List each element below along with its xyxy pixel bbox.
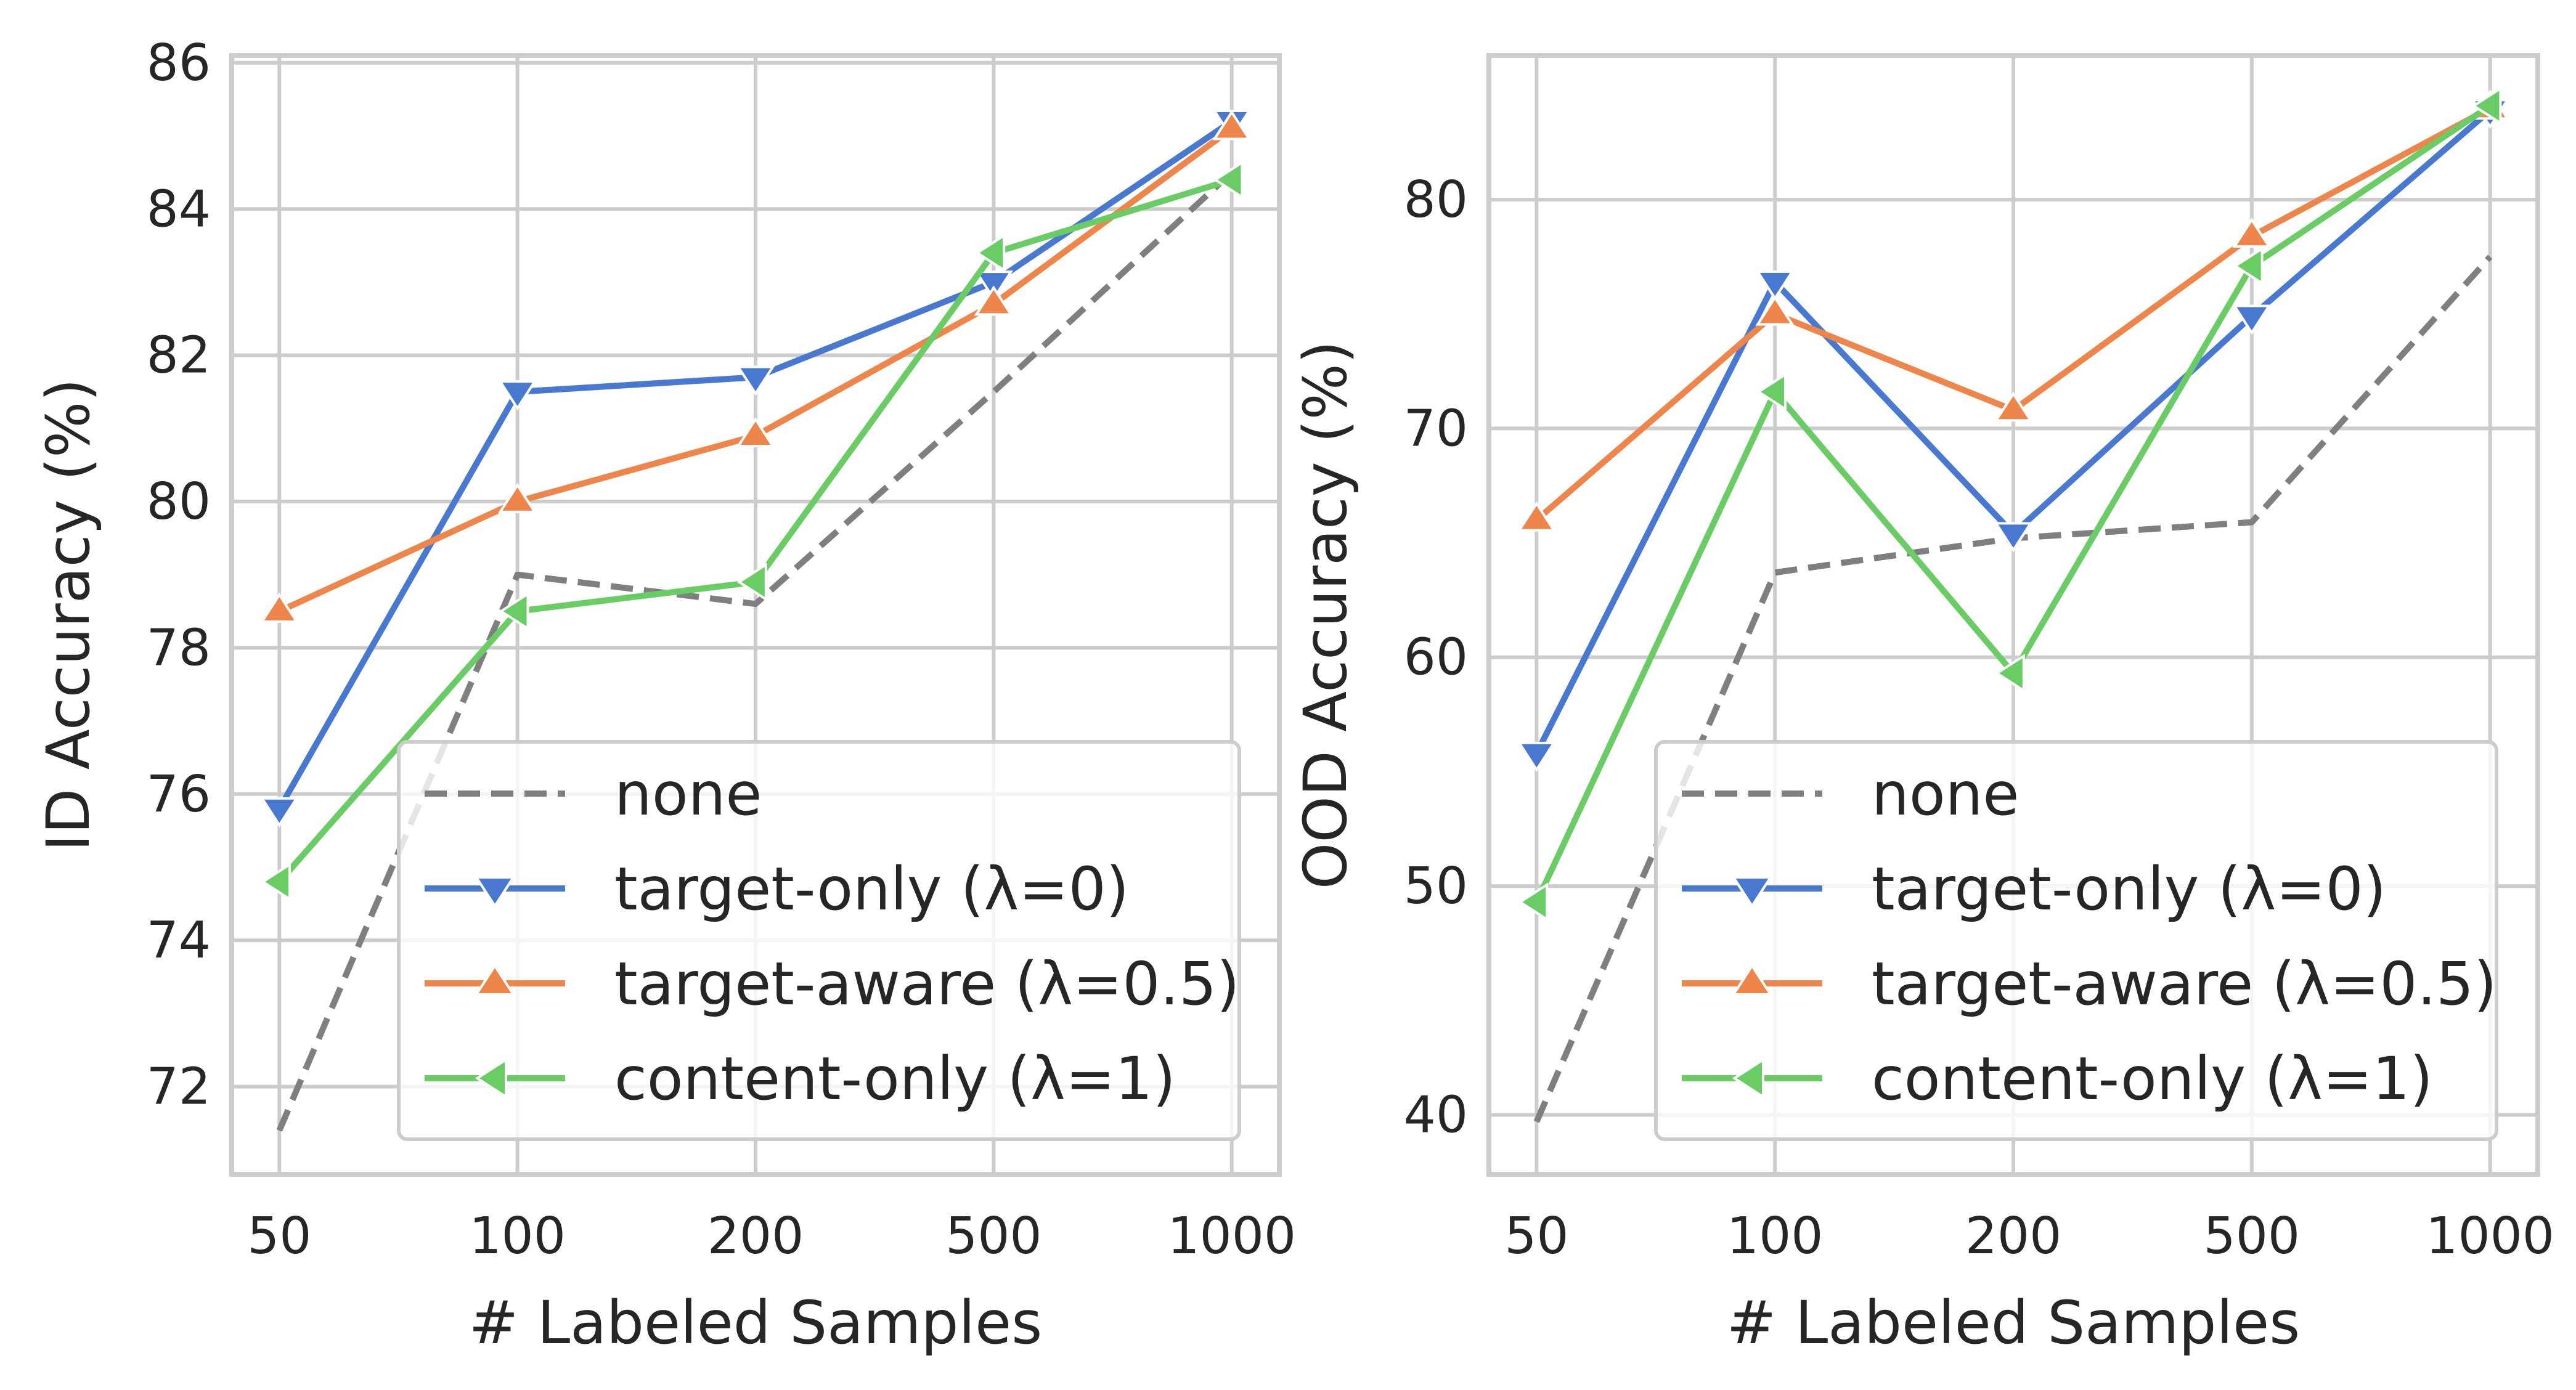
y-tick-label: 86 (147, 34, 211, 92)
legend-marker (475, 1057, 507, 1099)
legend-box (397, 740, 1241, 1141)
y-tick-label: 40 (1404, 1086, 1468, 1144)
x-tick-label: 50 (247, 1207, 311, 1266)
data-point (2471, 86, 2502, 126)
legend-marker (474, 963, 516, 996)
data-point (1994, 522, 2033, 553)
y-tick-label: 84 (147, 180, 211, 238)
data-point (1518, 882, 1549, 922)
y-tick-label: 80 (1404, 171, 1468, 229)
data-point (2233, 246, 2264, 286)
chart-panel-1: 50 100 200 500 1000 72 74 76 78 80 82 84 86 # Labeled… (34, 34, 1296, 1357)
legend-label: none (1872, 760, 2019, 829)
y-tick-label: 76 (147, 765, 211, 824)
legend-marker (1732, 1057, 1764, 1099)
data-point (974, 270, 1014, 301)
data-point (260, 862, 291, 901)
x-tick-label: 50 (1504, 1207, 1568, 1266)
y-tick-label: 72 (147, 1058, 211, 1116)
series-3 (260, 160, 1244, 901)
legend-label: target-aware (λ=0.5) (614, 949, 1239, 1018)
y-tick-label: 50 (1404, 857, 1468, 916)
x-axis-label: # Labeled Samples (469, 1288, 1042, 1357)
data-point (1517, 741, 1557, 772)
y-tick-label: 78 (147, 619, 211, 677)
plot-frame (229, 53, 1282, 1177)
plot-frame (1486, 53, 2540, 1177)
series-2 (259, 110, 1252, 623)
y-axis-label: OOD Accuracy (%) (1291, 341, 1360, 889)
data-point (1213, 160, 1244, 200)
data-point (259, 592, 299, 623)
data-point (975, 233, 1006, 273)
legend: none target-only (λ=0) target-aware (λ=0.5… (397, 740, 1241, 1141)
legend-box (1654, 740, 2498, 1141)
y-tick-label: 70 (1404, 399, 1468, 458)
data-point (1994, 391, 2033, 422)
legend-label: none (614, 760, 762, 829)
x-tick-label: 1000 (1167, 1207, 1296, 1266)
series-3 (1518, 86, 2502, 922)
y-tick-label: 80 (147, 473, 211, 531)
x-tick-label: 100 (1727, 1207, 1824, 1266)
data-point (736, 417, 775, 448)
legend-label: target-aware (λ=0.5) (1872, 949, 2497, 1018)
data-point (2232, 304, 2272, 335)
data-point (2232, 217, 2272, 248)
legend-marker (1731, 876, 1773, 909)
y-tick-label: 82 (147, 327, 211, 385)
data-point (497, 482, 537, 513)
data-point (1212, 110, 1252, 140)
legend-label: content-only (λ=1) (1872, 1044, 2433, 1113)
data-point (497, 380, 537, 411)
x-tick-label: 500 (945, 1207, 1042, 1266)
legend-label: target-only (λ=0) (614, 855, 1129, 924)
y-axis-label: ID Accuracy (%) (34, 378, 103, 851)
data-point (1517, 501, 1557, 532)
data-point (259, 797, 299, 827)
y-tick-label: 60 (1404, 628, 1468, 687)
data-point (1755, 295, 1795, 326)
data-point (736, 365, 775, 396)
chart-panel-2: 50 100 200 500 1000 40 50 60 70 80 # Labeled Sampl… (1291, 53, 2554, 1357)
data-point (1756, 372, 1787, 412)
x-tick-label: 100 (469, 1207, 566, 1266)
data-point (736, 562, 767, 602)
data-point (499, 591, 529, 631)
x-tick-label: 200 (707, 1207, 804, 1266)
x-tick-label: 200 (1965, 1207, 2062, 1266)
legend-label: content-only (λ=1) (614, 1044, 1176, 1113)
data-point (974, 285, 1014, 316)
data-point (1994, 654, 2025, 693)
legend-label: target-only (λ=0) (1872, 855, 2386, 924)
x-axis-label: # Labeled Samples (1727, 1288, 2300, 1357)
x-tick-label: 500 (2204, 1207, 2301, 1266)
legend: none target-only (λ=0) target-aware (λ=0.5… (1654, 740, 2498, 1141)
legend-marker (474, 876, 516, 909)
y-tick-label: 74 (147, 911, 211, 970)
legend-marker (1731, 963, 1773, 996)
x-tick-label: 1000 (2426, 1207, 2554, 1266)
data-point (1755, 270, 1795, 301)
